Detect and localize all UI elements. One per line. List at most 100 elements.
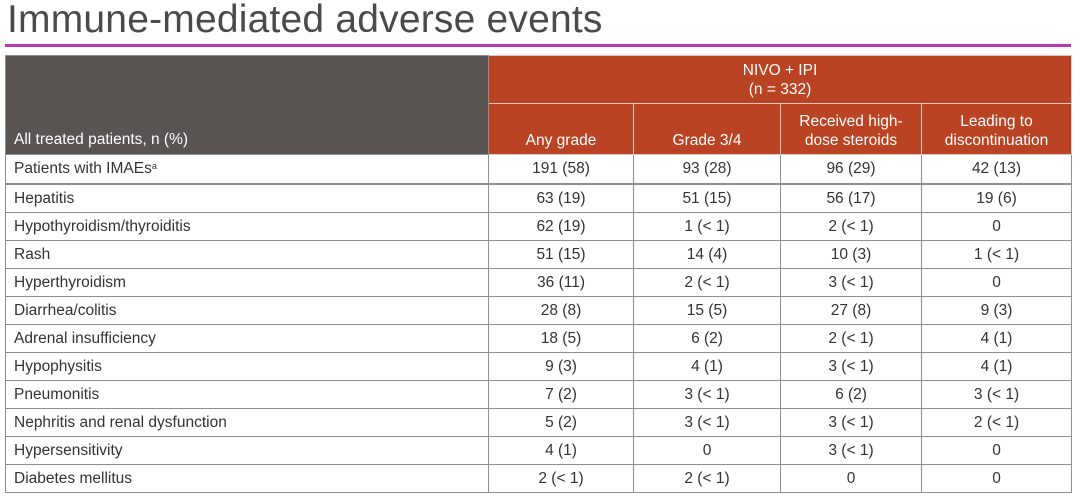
value-cell: 93 (28) (633, 154, 781, 185)
page-title: Immune-mediated adverse events (7, 0, 603, 41)
table-row: Hyperthyroidism 36 (11) 2 (< 1) 3 (< 1) 0 (5, 268, 1073, 297)
value-cell: 3 (< 1) (633, 408, 781, 437)
row-label: Rash (14, 245, 51, 263)
value-cell: 14 (4) (633, 240, 781, 269)
row-label-cell: Hypophysitis (5, 352, 489, 381)
table-row: Hypothyroidism/thyroiditis 62 (19) 1 (< 1)… (5, 212, 1073, 241)
value-cell: 62 (19) (488, 212, 634, 241)
value-cell: 18 (5) (488, 324, 634, 353)
table-row: Diarrhea/colitis 28 (8) 15 (5) 27 (8) 9 (3) (5, 296, 1073, 325)
value-cell: 51 (15) (633, 183, 781, 213)
column-header-line: dose steroids (804, 132, 898, 149)
value-cell: 0 (780, 464, 922, 493)
row-label-cell: Nephritis and renal dysfunction (5, 408, 489, 437)
value-cell: 28 (8) (488, 296, 634, 325)
row-label: Pneumonitis (14, 385, 100, 403)
value-cell: 63 (19) (488, 183, 634, 213)
value-cell: 4 (1) (920, 352, 1073, 381)
row-label: Hypersensitivity (14, 441, 123, 459)
table-row: Adrenal insufficiency 18 (5) 6 (2) 2 (< 1) 4… (5, 324, 1073, 353)
value-cell: 2 (< 1) (780, 212, 922, 241)
table-row: Patients with IMAEsa 191 (58) 93 (28) 96 (2… (5, 154, 1073, 185)
value-cell: 56 (17) (780, 183, 922, 213)
value-cell: 0 (920, 212, 1073, 241)
value-cell: 0 (633, 436, 781, 465)
value-cell: 3 (< 1) (780, 408, 922, 437)
row-label: Hypothyroidism/thyroiditis (14, 217, 191, 235)
group-header-line1: NIVO + IPI (742, 61, 818, 79)
value-cell: 1 (< 1) (633, 212, 781, 241)
column-header: Leading to discontinuation (920, 103, 1073, 155)
row-label-cell: Diarrhea/colitis (5, 296, 489, 325)
group-header-line2: (n = 332) (748, 80, 812, 98)
value-cell: 0 (920, 436, 1073, 465)
row-label-cell: Rash (5, 240, 489, 269)
row-label-cell: Hepatitis (5, 183, 489, 213)
row-label: Patients with IMAEs (14, 160, 152, 177)
column-header-line: Leading to (960, 113, 1033, 130)
value-cell: 5 (2) (488, 408, 634, 437)
row-label-cell: Hypothyroidism/thyroiditis (5, 212, 489, 241)
value-cell: 3 (< 1) (780, 352, 922, 381)
row-label: Diarrhea/colitis (14, 301, 117, 319)
value-cell: 10 (3) (780, 240, 922, 269)
value-cell: 7 (2) (488, 380, 634, 409)
row-label-cell: Diabetes mellitus (5, 464, 489, 493)
row-label-cell: Pneumonitis (5, 380, 489, 409)
value-cell: 2 (< 1) (488, 464, 634, 493)
group-header-nivo-ipi: NIVO + IPI (n = 332) (487, 55, 1073, 104)
row-label-cell: Hypersensitivity (5, 436, 489, 465)
value-cell: 4 (1) (488, 436, 634, 465)
row-label: Diabetes mellitus (14, 469, 133, 487)
row-label-cell: Adrenal insufficiency (5, 324, 489, 353)
value-cell: 4 (1) (633, 352, 781, 381)
value-cell: 96 (29) (780, 154, 922, 185)
column-header-line: discontinuation (944, 132, 1049, 149)
row-label-cell: Hyperthyroidism (5, 268, 489, 297)
table-row: Hepatitis 63 (19) 51 (15) 56 (17) 19 (6) (5, 183, 1073, 213)
row-label: Hyperthyroidism (14, 273, 126, 291)
column-header-line: Any grade (525, 132, 597, 149)
value-cell: 6 (2) (633, 324, 781, 353)
value-cell: 9 (3) (488, 352, 634, 381)
title-divider (5, 44, 1071, 47)
value-cell: 2 (< 1) (920, 408, 1073, 437)
column-header: Received high-dose steroids (780, 103, 922, 155)
row-label: Nephritis and renal dysfunction (14, 413, 227, 431)
column-header: Any grade (488, 103, 634, 155)
table-row: Pneumonitis 7 (2) 3 (< 1) 6 (2) 3 (< 1) (5, 380, 1073, 409)
row-label-cell: Patients with IMAEsa (5, 154, 489, 185)
value-cell: 3 (< 1) (920, 380, 1073, 409)
column-header: Grade 3/4 (633, 103, 781, 155)
row-label: Hypophysitis (14, 357, 102, 375)
value-cell: 19 (6) (920, 183, 1073, 213)
value-cell: 6 (2) (780, 380, 922, 409)
table-row: Nephritis and renal dysfunction 5 (2) 3 (<… (5, 408, 1073, 437)
value-cell: 4 (1) (920, 324, 1073, 353)
value-cell: 36 (11) (488, 268, 634, 297)
value-cell: 51 (15) (488, 240, 634, 269)
row-label: Adrenal insufficiency (14, 329, 156, 347)
adverse-events-table: All treated patients, n (%) NIVO + IPI (… (5, 55, 1073, 493)
table-row: Hypophysitis 9 (3) 4 (1) 3 (< 1) 4 (1) (5, 352, 1073, 381)
column-header-line: Received high- (799, 113, 903, 130)
value-cell: 42 (13) (920, 154, 1073, 185)
value-cell: 3 (< 1) (780, 268, 922, 297)
value-cell: 2 (< 1) (633, 464, 781, 493)
footnote-marker: a (151, 161, 157, 171)
table-row: Rash 51 (15) 14 (4) 10 (3) 1 (< 1) (5, 240, 1073, 269)
table-row: Hypersensitivity 4 (1) 0 3 (< 1) 0 (5, 436, 1073, 465)
value-cell: 2 (< 1) (633, 268, 781, 297)
row-header-label: All treated patients, n (%) (5, 55, 489, 155)
value-cell: 27 (8) (780, 296, 922, 325)
value-cell: 0 (920, 464, 1073, 493)
column-header-line: Grade 3/4 (672, 132, 742, 149)
value-cell: 191 (58) (488, 154, 634, 185)
value-cell: 0 (920, 268, 1073, 297)
table-row: Diabetes mellitus 2 (< 1) 2 (< 1) 0 0 (5, 464, 1073, 493)
value-cell: 1 (< 1) (920, 240, 1073, 269)
value-cell: 15 (5) (633, 296, 781, 325)
value-cell: 9 (3) (920, 296, 1073, 325)
value-cell: 3 (< 1) (780, 436, 922, 465)
row-label: Hepatitis (14, 189, 75, 207)
